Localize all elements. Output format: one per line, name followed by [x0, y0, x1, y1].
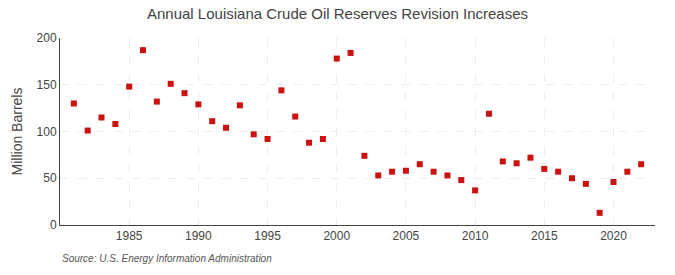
svg-text:2015: 2015: [531, 229, 558, 243]
svg-text:150: 150: [37, 78, 57, 92]
svg-text:2000: 2000: [323, 229, 350, 243]
svg-text:200: 200: [37, 31, 57, 45]
svg-text:1990: 1990: [185, 229, 212, 243]
svg-text:0: 0: [50, 218, 57, 232]
svg-text:100: 100: [37, 125, 57, 139]
svg-text:Source: U.S. Energy Informatio: Source: U.S. Energy Information Administ…: [62, 253, 272, 264]
svg-text:1985: 1985: [116, 229, 143, 243]
svg-text:2010: 2010: [462, 229, 489, 243]
svg-text:Million Barrels: Million Barrels: [9, 88, 25, 176]
svg-text:2020: 2020: [600, 229, 627, 243]
svg-text:Annual Louisiana Crude Oil Res: Annual Louisiana Crude Oil Reserves Revi…: [147, 5, 528, 22]
svg-text:2005: 2005: [393, 229, 420, 243]
svg-text:50: 50: [43, 171, 57, 185]
svg-text:1995: 1995: [254, 229, 281, 243]
